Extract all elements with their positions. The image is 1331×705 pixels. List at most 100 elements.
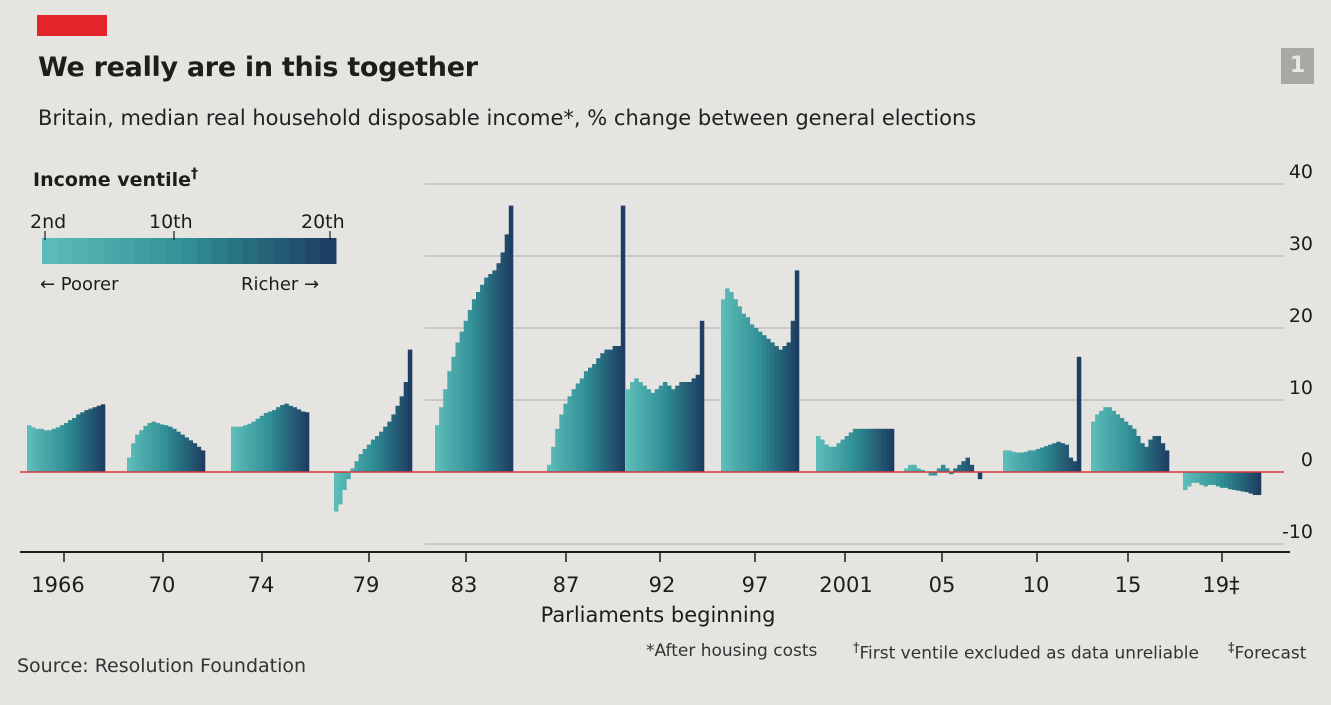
bar [304, 412, 310, 472]
bar [1152, 436, 1157, 472]
bar [480, 284, 485, 472]
bar [620, 205, 626, 472]
bar [346, 472, 351, 480]
bar [163, 425, 169, 472]
bar [877, 428, 882, 472]
bar-group [1183, 472, 1262, 496]
bar [869, 428, 874, 472]
footnote-first-ventile: †First ventile excluded as data unreliab… [853, 641, 1199, 664]
legend-swatch [103, 238, 120, 264]
legend-swatch [227, 238, 244, 264]
bar [366, 444, 372, 472]
bar [508, 205, 514, 472]
x-tick-label: 70 [149, 573, 176, 597]
bar [836, 443, 841, 472]
bar [1236, 472, 1241, 491]
bar [1148, 439, 1153, 472]
bar [816, 436, 821, 472]
bar [790, 320, 796, 472]
bar [68, 420, 73, 472]
bar [488, 274, 493, 472]
legend-richer-label: Richer → [241, 274, 319, 295]
bar [889, 428, 895, 472]
bar [671, 389, 676, 472]
bar [47, 430, 52, 472]
x-tick-label: 74 [248, 573, 275, 597]
bar [675, 385, 680, 472]
bar [139, 430, 144, 472]
legend-swatch [57, 238, 74, 264]
bar [172, 428, 177, 472]
bar [496, 263, 501, 472]
bar [832, 446, 837, 472]
legend-swatch [119, 238, 136, 264]
bar [977, 472, 983, 480]
bar [1068, 457, 1074, 472]
legend-poorer-label: ← Poorer [40, 274, 119, 295]
footnote-forecast: ‡Forecast [1228, 641, 1307, 664]
bar [547, 464, 552, 472]
bar [873, 428, 878, 472]
bar [435, 425, 440, 472]
bar [782, 346, 787, 472]
bar-group [127, 421, 206, 472]
bar [151, 421, 157, 472]
bar [1224, 472, 1229, 488]
bar [1072, 461, 1078, 472]
bar [1019, 452, 1024, 472]
bar [276, 407, 281, 472]
bar [1011, 451, 1016, 472]
bar [1144, 446, 1149, 472]
bar [55, 427, 61, 472]
bar [231, 426, 236, 472]
bar [92, 407, 98, 472]
bar [638, 382, 643, 472]
bar [1123, 421, 1129, 472]
bar [1039, 447, 1045, 472]
bar [1248, 472, 1254, 494]
y-axis-tick-labels: 40 30 20 10 0 -10 [1282, 161, 1313, 543]
bar [362, 448, 368, 472]
bar [1160, 443, 1166, 472]
bar [757, 331, 763, 472]
bar [1187, 472, 1192, 487]
bar [916, 468, 921, 472]
bar [447, 371, 452, 472]
bar [683, 382, 688, 472]
bar [451, 356, 456, 472]
bar [616, 346, 622, 472]
bar [949, 472, 954, 475]
bar [443, 389, 448, 472]
bar [500, 252, 506, 472]
bar [334, 472, 339, 512]
bar [1240, 472, 1245, 492]
bar [504, 234, 510, 472]
bar [176, 431, 181, 472]
bar [1119, 418, 1125, 472]
bar [667, 385, 672, 472]
bar [1211, 472, 1217, 485]
legend-swatch [72, 238, 89, 264]
bar [1140, 443, 1145, 472]
bar [1136, 436, 1141, 472]
bar [770, 342, 775, 472]
bar [721, 299, 726, 472]
legend-swatch [243, 238, 260, 264]
bar [646, 389, 651, 472]
bar [1199, 472, 1204, 485]
bar [662, 382, 668, 472]
legend-label-2nd: 2nd [30, 211, 66, 233]
bar [471, 299, 477, 472]
x-tick-label: 10 [1023, 573, 1050, 597]
bar [143, 425, 148, 472]
bar [459, 331, 465, 472]
bar [965, 457, 970, 472]
bar [127, 457, 132, 472]
bar [861, 428, 866, 472]
bar [1111, 410, 1116, 472]
bar [612, 346, 618, 472]
x-tick-label: 05 [929, 573, 956, 597]
bar [1203, 472, 1208, 487]
bar [354, 461, 359, 472]
bar [848, 432, 854, 472]
